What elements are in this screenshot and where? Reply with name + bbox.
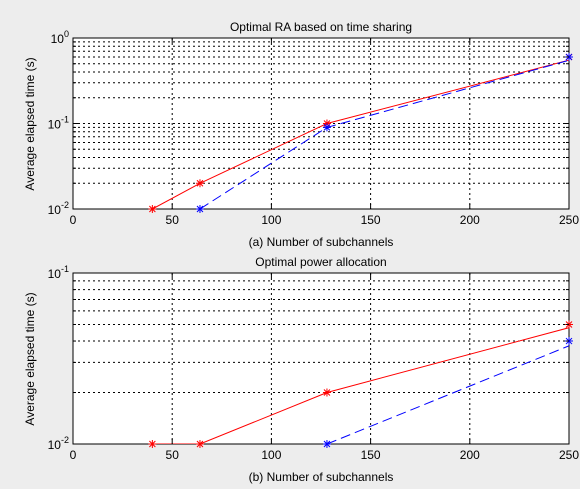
data-point-blue-b xyxy=(322,440,331,448)
data-point-red-b xyxy=(322,388,331,397)
x-tick-label: 200 xyxy=(460,448,480,462)
grid-b xyxy=(73,273,569,444)
x-tick-label: 100 xyxy=(261,213,281,227)
panel-b: 0 50 100 150 200 250 10-2 10-1 Optimal power al… xyxy=(23,255,580,484)
x-tick-label: 200 xyxy=(460,213,480,227)
y-tick-label: 10-1 xyxy=(48,115,69,132)
ticks-a: 0 50 100 150 200 250 10-2 10-1 100 xyxy=(48,29,580,227)
y-tick-label: 10-2 xyxy=(48,200,69,217)
data-point-blue-a xyxy=(195,205,204,213)
x-axis-label-a: (a) Number of subchannels xyxy=(249,235,394,249)
data-point-blue-a xyxy=(322,123,331,132)
plot-area-a xyxy=(72,37,570,210)
data-point-red-a xyxy=(148,205,157,213)
series-line-red-a xyxy=(152,59,569,209)
x-tick-label: 250 xyxy=(559,448,579,462)
chart-title-b: Optimal power allocation xyxy=(255,255,386,269)
chart-title-a: Optimal RA based on time sharing xyxy=(230,20,412,34)
x-tick-label: 150 xyxy=(361,448,381,462)
x-tick-label: 50 xyxy=(166,213,180,227)
series-line-blue-b xyxy=(326,345,569,444)
x-tick-label: 0 xyxy=(70,213,77,227)
series-line-red-b xyxy=(152,327,569,444)
y-tick-label: 100 xyxy=(51,29,69,46)
x-tick-label: 0 xyxy=(70,448,77,462)
data-point-red-b xyxy=(148,440,157,448)
x-tick-label: 50 xyxy=(166,448,180,462)
panel-a: 0 50 100 150 200 250 10-2 10-1 100 Optimal RA ba… xyxy=(23,20,580,249)
y-tick-label: 10-2 xyxy=(48,435,69,452)
y-tick-label: 10-1 xyxy=(48,264,69,281)
grid-a xyxy=(73,38,569,209)
data-point-red-a xyxy=(195,179,204,188)
plot-area-b xyxy=(72,272,570,445)
y-axis-label-b: Average elapsed time (s) xyxy=(23,292,37,425)
data-point-red-b xyxy=(195,440,204,448)
x-tick-label: 100 xyxy=(261,448,281,462)
x-axis-label-b: (b) Number of subchannels xyxy=(249,470,394,484)
x-tick-label: 250 xyxy=(559,213,579,227)
y-axis-label-a: Average elapsed time (s) xyxy=(23,57,37,190)
x-tick-label: 150 xyxy=(361,213,381,227)
ticks-b: 0 50 100 150 200 250 10-2 10-1 xyxy=(48,264,580,462)
